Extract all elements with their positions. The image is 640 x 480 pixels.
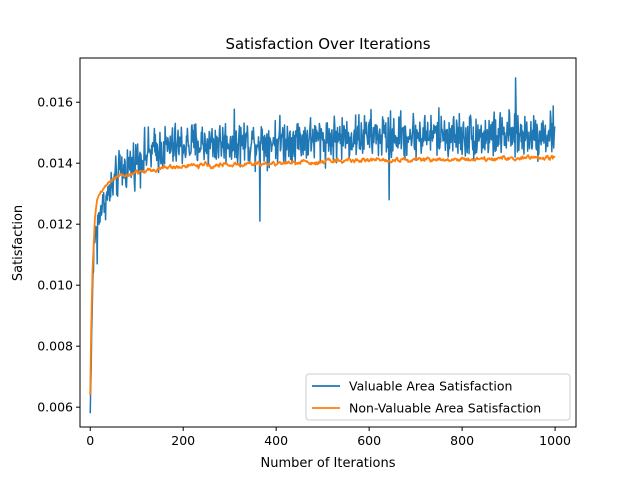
x-tick-label: 200 xyxy=(171,433,195,448)
x-tick-label: 400 xyxy=(264,433,288,448)
chart-title: Satisfaction Over Iterations xyxy=(225,35,430,53)
y-tick-label: 0.016 xyxy=(37,95,73,110)
x-tick-label: 0 xyxy=(86,433,94,448)
y-tick-label: 0.010 xyxy=(37,278,73,293)
y-tick-label: 0.006 xyxy=(37,400,73,415)
series-layer xyxy=(89,77,556,414)
plot-frame xyxy=(79,57,577,428)
legend-entry-label: Valuable Area Satisfaction xyxy=(349,379,512,394)
x-axis: 0 200 400 600 800 1000 xyxy=(86,427,571,448)
legend-box xyxy=(305,373,571,421)
x-tick-label: 600 xyxy=(357,433,381,448)
y-tick-label: 0.008 xyxy=(37,339,73,354)
x-tick-label: 1000 xyxy=(539,433,571,448)
y-tick-label: 0.012 xyxy=(37,217,73,232)
legend: Valuable Area Satisfaction Non-Valuable A… xyxy=(305,373,571,421)
y-axis-label: Satisfaction xyxy=(11,205,26,281)
legend-entry-label: Non-Valuable Area Satisfaction xyxy=(349,401,541,416)
series-line xyxy=(89,154,556,395)
x-axis-label: Number of Iterations xyxy=(261,456,396,471)
y-axis: 0.006 0.008 0.010 0.012 0.014 0.016 xyxy=(37,95,80,415)
series-line xyxy=(89,77,556,414)
x-tick-label: 800 xyxy=(450,433,474,448)
y-tick-label: 0.014 xyxy=(37,156,73,171)
